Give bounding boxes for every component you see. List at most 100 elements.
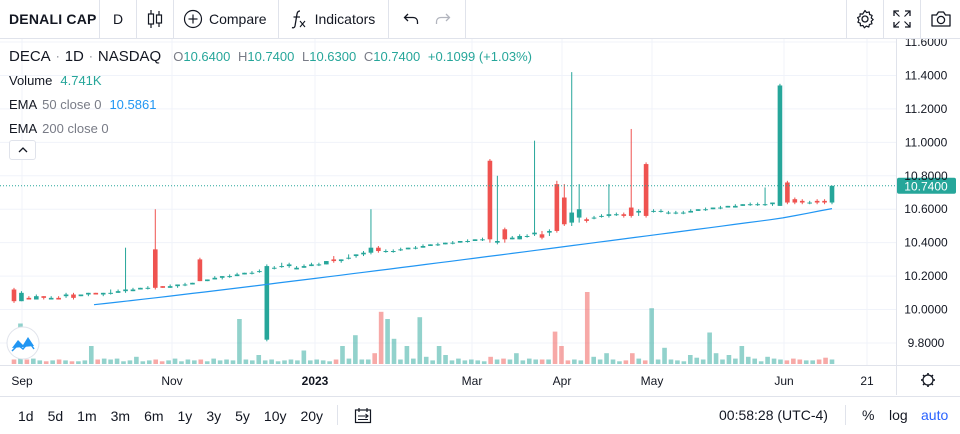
candle-body [457, 240, 463, 243]
volume-bar [436, 346, 442, 364]
candle-body [100, 292, 106, 295]
compare-button[interactable]: Compare [174, 0, 279, 38]
candle-body [368, 247, 374, 253]
volume-bar [475, 360, 481, 364]
function-icon [291, 10, 306, 29]
volume-bar [211, 358, 216, 364]
volume-bar [739, 346, 745, 364]
interval-button[interactable]: D [100, 0, 137, 38]
log-toggle[interactable]: log [889, 407, 908, 423]
candle-body [628, 207, 634, 216]
volume-bar [630, 353, 635, 364]
tradingview-logo-icon[interactable] [6, 326, 40, 360]
clock-timezone[interactable]: 00:58:28 (UTC-4) [719, 407, 828, 423]
volume-bar [185, 359, 191, 364]
price-chart[interactable]: 10.7400 11.6000 11.4000 11.2000 11.0000 10.80… [0, 39, 960, 395]
candle-body [509, 237, 515, 240]
candle-body [197, 259, 203, 282]
volume-bar [552, 331, 558, 364]
volume-bar [398, 359, 403, 364]
calendar-range-icon[interactable] [354, 407, 372, 424]
range-button-5y[interactable]: 5y [235, 407, 250, 424]
volume-bar [803, 360, 809, 364]
candle-body [19, 292, 24, 302]
candle-body [93, 292, 99, 295]
candle-body [576, 209, 582, 218]
range-button-1y[interactable]: 1y [177, 407, 193, 424]
candle-body [643, 164, 649, 216]
volume-bar [288, 359, 294, 364]
volume-bar [269, 359, 274, 364]
time-axis-label: Mar [462, 374, 483, 388]
legend-ema50-row[interactable]: EMA 50 close 0 10.5861 [9, 92, 532, 116]
time-axis-label: May [641, 374, 664, 388]
candle-body [666, 212, 671, 214]
volume-bar [784, 360, 790, 364]
legend-collapse-button[interactable] [9, 140, 36, 160]
range-button-1m[interactable]: 1m [77, 407, 97, 424]
undo-icon[interactable] [403, 12, 419, 26]
volume-bar [597, 359, 603, 364]
price-axis-label: 10.0000 [904, 303, 948, 317]
range-button-5d[interactable]: 5d [47, 407, 64, 424]
candle-body [234, 274, 240, 277]
time-axis-label: 21 [860, 374, 874, 388]
candle-body [390, 251, 396, 253]
axis-settings-gear-icon[interactable] [921, 373, 935, 387]
range-button-3m[interactable]: 3m [110, 407, 131, 424]
snapshot-button[interactable] [920, 0, 960, 38]
volume-bar [423, 356, 429, 364]
range-button-20y[interactable]: 20y [300, 407, 324, 424]
range-button-3y[interactable]: 3y [206, 407, 222, 424]
price-axis-label: 10.2000 [904, 269, 948, 283]
range-buttons: 1d 5d 1m 3m 6m 1y 3y 5y 10y 20y [0, 408, 330, 424]
time-axis-label: Nov [161, 374, 182, 388]
volume-bar [526, 358, 532, 364]
settings-button[interactable] [846, 0, 883, 38]
auto-toggle[interactable]: auto [921, 407, 949, 423]
high-key: H [237, 48, 248, 64]
volume-bar [572, 359, 577, 364]
candle-body [316, 264, 322, 266]
percent-toggle[interactable]: % [862, 407, 875, 423]
candle-body [279, 266, 285, 268]
candle-body [465, 240, 470, 242]
change-value: +0.1099 (+1.03%) [427, 48, 532, 64]
candle-body [547, 230, 552, 233]
candle-body [130, 289, 136, 292]
redo-icon[interactable] [435, 12, 451, 26]
time-axis-label: Jun [774, 374, 793, 388]
volume-bar [256, 355, 262, 364]
volume-bar [153, 359, 159, 364]
candle-body [257, 271, 262, 273]
volume-bar [829, 359, 835, 364]
volume-bar [655, 359, 661, 364]
price-axis-label: 9.8000 [908, 336, 945, 350]
chart-type-button[interactable] [137, 0, 174, 38]
candle-body [443, 242, 448, 245]
range-button-1d[interactable]: 1d [18, 407, 34, 424]
indicators-button[interactable]: Indicators [279, 0, 390, 38]
candle-body [599, 215, 604, 217]
legend-ema200-row[interactable]: EMA 200 close 0 [9, 116, 532, 140]
legend-ticker[interactable]: DECA [9, 47, 51, 65]
fullscreen-button[interactable] [883, 0, 920, 38]
volume-bar [797, 359, 803, 364]
candle-body [175, 284, 180, 287]
volume-bar [713, 353, 719, 364]
indicators-label: Indicators [314, 11, 376, 27]
volume-bar [262, 360, 268, 364]
candle-body [271, 267, 277, 269]
volume-bar [720, 359, 725, 364]
range-button-6m[interactable]: 6m [144, 407, 164, 424]
candle-body [428, 244, 433, 247]
candle-body [792, 199, 798, 203]
range-button-10y[interactable]: 10y [263, 407, 287, 424]
candle-body [561, 197, 567, 225]
volume-bar [707, 332, 712, 364]
symbol-search[interactable]: DENALI CAP [0, 0, 100, 38]
volume-bar [559, 346, 564, 364]
price-axis-label: 10.8000 [904, 169, 948, 183]
legend-volume-row[interactable]: Volume 4.741K [9, 68, 532, 92]
candle-body [398, 249, 403, 251]
